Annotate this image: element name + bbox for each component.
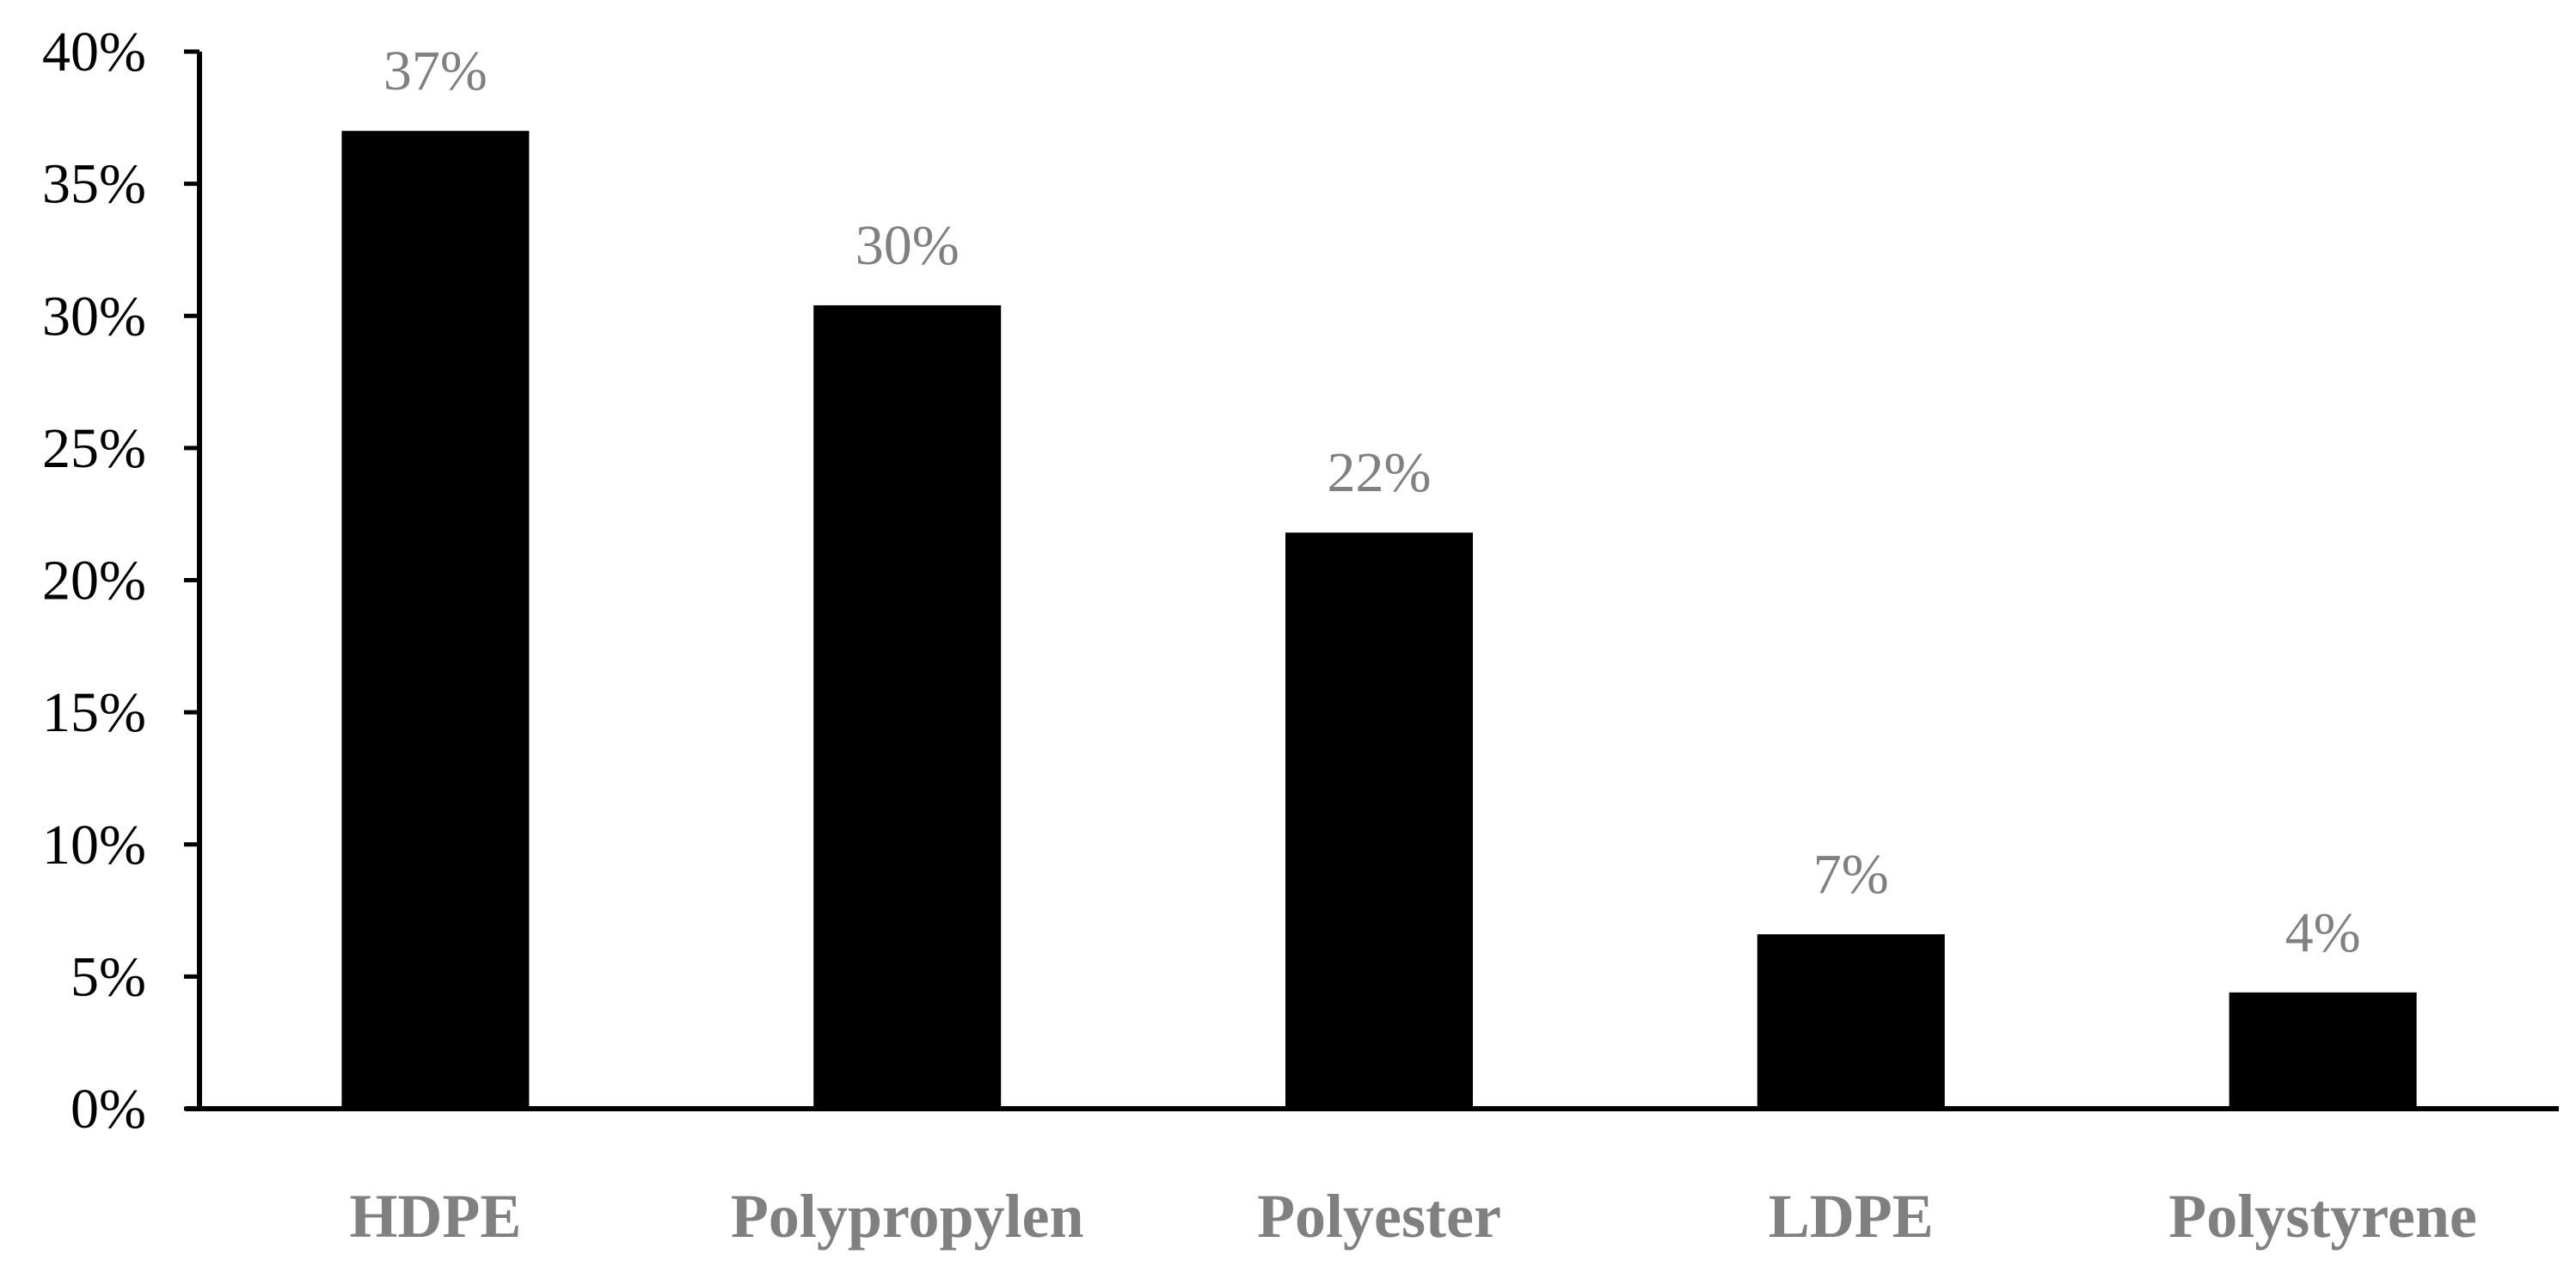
labels-group: 37% HDPE 30% Polypropylen 22% Polyester 7% LDPE… [42, 21, 2477, 1251]
y-tick-label: 20% [42, 550, 146, 612]
y-tick-label: 30% [42, 285, 146, 347]
bars-group [341, 131, 2417, 1110]
data-label: 7% [1813, 843, 1889, 906]
y-tick-label: 0% [71, 1078, 146, 1141]
category-label: LDPE [1769, 1182, 1934, 1251]
data-label: 37% [383, 40, 488, 102]
axes-group [184, 49, 2559, 1111]
bar-polypropylen [813, 304, 1002, 1110]
y-tick-label: 15% [42, 681, 146, 744]
category-label: Polystyrene [2168, 1182, 2477, 1251]
y-tick-label: 40% [42, 21, 146, 83]
data-label: 22% [1328, 441, 1432, 504]
category-label: Polypropylen [731, 1182, 1084, 1251]
bar-polystyrene [2229, 992, 2417, 1109]
bar-hdpe [341, 131, 530, 1109]
data-label: 30% [856, 214, 960, 277]
y-tick-label: 5% [71, 945, 146, 1008]
bar-polyester [1285, 532, 1473, 1109]
category-label: HDPE [349, 1182, 521, 1251]
y-tick-label: 10% [42, 814, 146, 876]
y-tick-label: 35% [42, 153, 146, 216]
bar-ldpe [1757, 934, 1945, 1109]
data-label: 4% [2285, 901, 2361, 964]
category-label: Polyester [1257, 1182, 1501, 1251]
y-tick-label: 25% [42, 417, 146, 480]
